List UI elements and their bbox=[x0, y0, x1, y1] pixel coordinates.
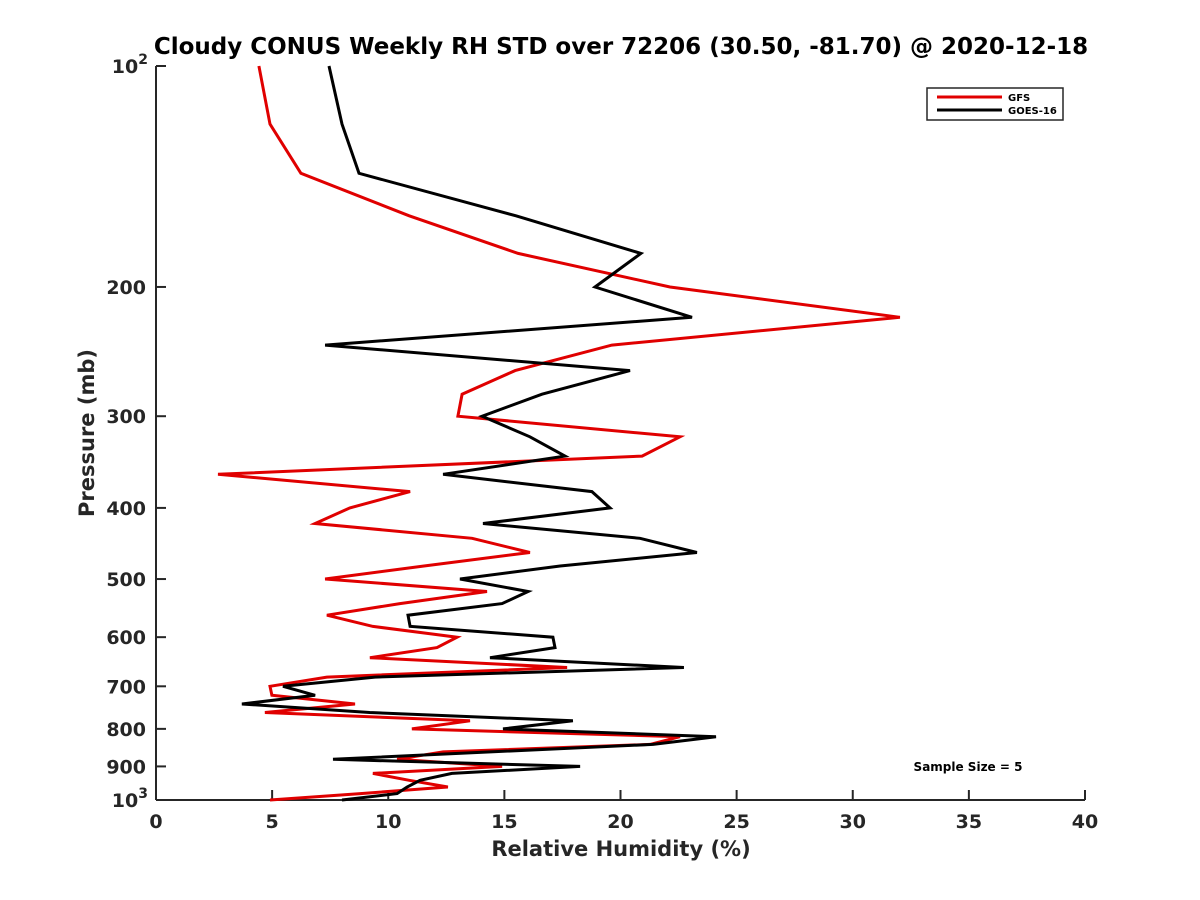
series-line-gfs bbox=[217, 65, 901, 802]
x-tick-label: 15 bbox=[491, 811, 517, 833]
y-tick-label: 800 bbox=[106, 719, 146, 741]
x-tick-label: 10 bbox=[375, 811, 401, 833]
y-tick-label: 102 bbox=[112, 52, 148, 78]
x-tick-label: 40 bbox=[1072, 811, 1098, 833]
chart-title: Cloudy CONUS Weekly RH STD over 72206 (3… bbox=[154, 34, 1088, 60]
y-axis-label: Pressure (mb) bbox=[75, 349, 99, 517]
x-axis-label: Relative Humidity (%) bbox=[491, 837, 750, 861]
x-tick-label: 35 bbox=[956, 811, 982, 833]
y-tick-label: 700 bbox=[106, 676, 146, 698]
y-tick-label: 400 bbox=[106, 498, 146, 520]
sample-size-annotation: Sample Size = 5 bbox=[914, 760, 1023, 774]
y-tick-label: 900 bbox=[106, 756, 146, 778]
series-group bbox=[217, 65, 901, 802]
y-tick-label: 600 bbox=[106, 627, 146, 649]
series-line-goes-16 bbox=[241, 65, 717, 802]
x-tick-label: 0 bbox=[149, 811, 162, 833]
y-tick-label: 500 bbox=[106, 569, 146, 591]
x-tick-label: 20 bbox=[607, 811, 633, 833]
y-tick-label: 300 bbox=[106, 406, 146, 428]
legend-label: GOES-16 bbox=[1008, 106, 1057, 117]
legend-label: GFS bbox=[1008, 93, 1030, 104]
y-tick-label: 200 bbox=[106, 277, 146, 299]
legend-box bbox=[926, 87, 1064, 121]
x-tick-label: 5 bbox=[266, 811, 279, 833]
x-tick-label: 30 bbox=[840, 811, 866, 833]
x-tick-label: 25 bbox=[723, 811, 749, 833]
axes: 0 5 10 15 20 25 30 35 40 102 200 300 400 500 600 700 800… bbox=[106, 52, 1098, 833]
legend: GFS GOES-16 bbox=[926, 87, 1064, 121]
y-tick-label: 103 bbox=[112, 786, 148, 812]
